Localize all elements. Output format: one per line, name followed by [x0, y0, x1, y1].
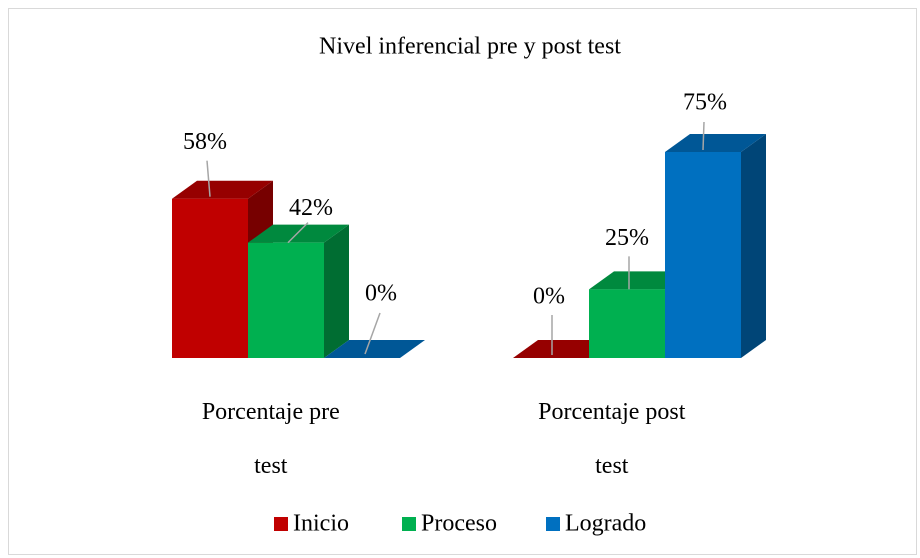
bar-side [324, 224, 349, 358]
legend-swatch [546, 517, 560, 531]
bar-top [589, 271, 690, 290]
legend-swatch [274, 517, 288, 531]
label-leader [702, 121, 705, 151]
bar-side [741, 134, 766, 358]
data-label: 75% [683, 90, 727, 116]
bar-top [665, 134, 766, 152]
bar [589, 289, 665, 358]
bar-top [172, 180, 273, 199]
data-label: 58% [183, 129, 227, 155]
data-label: 25% [605, 225, 649, 251]
data-label: 0% [533, 284, 565, 310]
legend-label: Logrado [565, 511, 646, 537]
legend-label: Proceso [421, 511, 497, 537]
label-leader [206, 160, 211, 197]
chart-title: Nivel inferencial pre y post test [319, 34, 621, 60]
data-label: 42% [289, 195, 333, 221]
x-tick-label: Porcentaje post test [538, 399, 686, 479]
bar-top [324, 340, 425, 358]
legend-swatch [402, 517, 416, 531]
legend-label: Inicio [293, 511, 349, 537]
bar [665, 152, 741, 358]
label-leader [364, 312, 381, 355]
chart-border [8, 8, 917, 555]
data-label: 0% [365, 281, 397, 307]
bar [172, 198, 248, 358]
bar-top [248, 224, 349, 243]
x-tick-label: Porcentaje pre test [201, 399, 340, 479]
label-leader [287, 222, 309, 244]
bar-top [513, 340, 614, 358]
bar [248, 242, 324, 358]
